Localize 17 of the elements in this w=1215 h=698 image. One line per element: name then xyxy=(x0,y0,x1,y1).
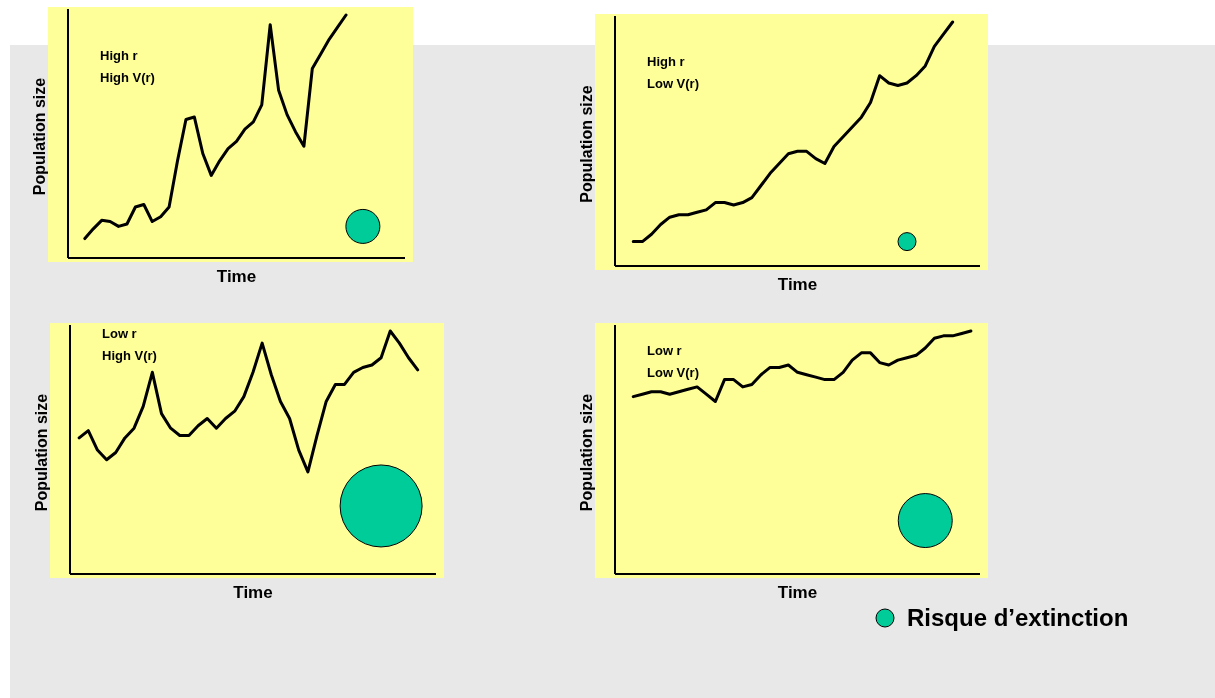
annotation: Low V(r) xyxy=(647,76,699,91)
annotation: High r xyxy=(647,54,685,69)
annotation: Low V(r) xyxy=(647,365,699,380)
x-axis-title: Time xyxy=(216,267,257,286)
y-axis-title: Population size xyxy=(578,85,595,203)
annotation: Low r xyxy=(102,326,137,341)
annotation: High V(r) xyxy=(102,348,157,363)
x-axis-title: Time xyxy=(777,275,818,294)
text: Risque d’extinction xyxy=(907,604,1129,631)
annotation: High r xyxy=(100,48,138,63)
y-axis-title: Population size xyxy=(578,393,595,512)
y-axis-title: Population size xyxy=(33,393,50,512)
annotation: High V(r) xyxy=(100,70,155,85)
x-axis-title: Time xyxy=(777,583,818,602)
y-axis-title: Population size xyxy=(31,77,48,196)
annotation: Low r xyxy=(647,343,682,358)
x-axis-title: Time xyxy=(233,583,273,602)
